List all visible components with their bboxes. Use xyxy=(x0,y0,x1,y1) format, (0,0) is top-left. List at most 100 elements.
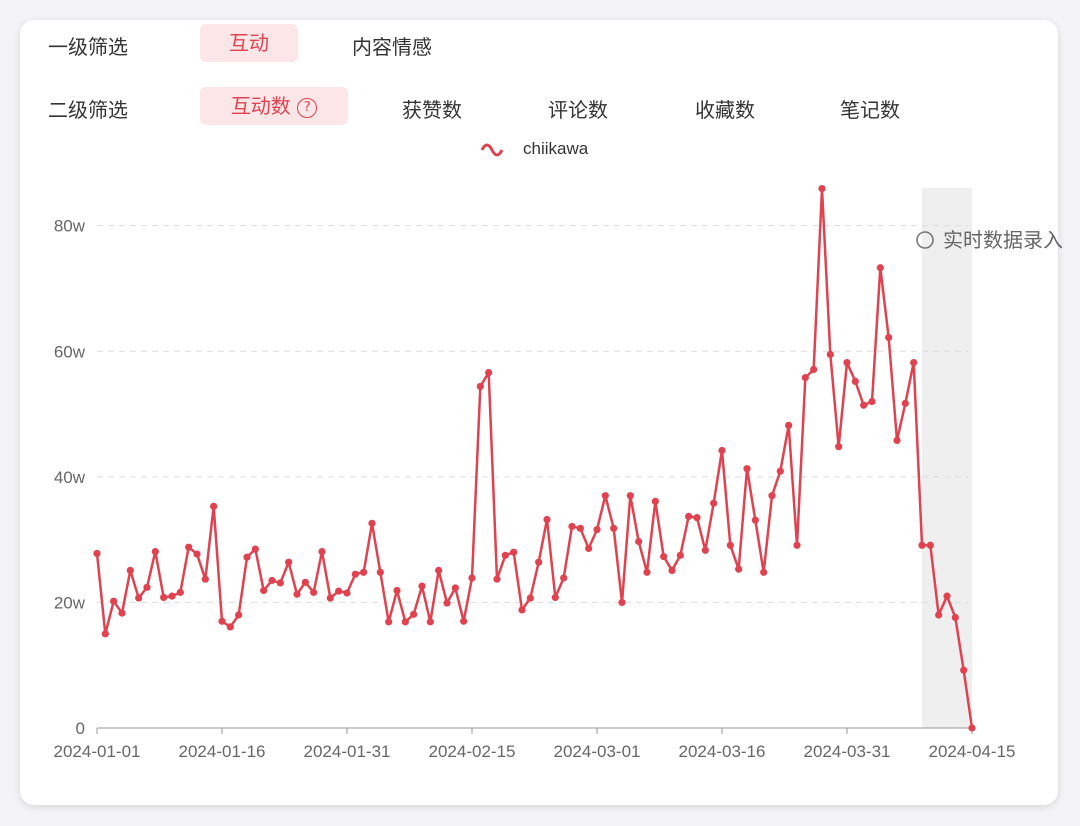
data-point xyxy=(676,551,684,559)
data-point xyxy=(443,599,451,607)
y-tick-label: 80w xyxy=(54,217,86,236)
data-point xyxy=(568,522,576,531)
y-tick-label: 20w xyxy=(54,593,86,612)
data-point xyxy=(701,546,709,554)
filter-option[interactable]: 评论数 xyxy=(548,98,608,122)
help-icon[interactable]: ? xyxy=(297,98,318,118)
card: 一级筛选 互动 内容情感 二级筛选 互动数 ? 获赞数 评论数 收藏数 笔记数 xyxy=(20,20,1058,805)
x-tick-label: 2024-03-16 xyxy=(679,742,766,761)
data-point xyxy=(93,549,101,558)
data-point xyxy=(718,446,726,455)
highlight-band xyxy=(922,188,972,728)
data-point xyxy=(276,579,284,587)
data-point xyxy=(618,598,626,607)
data-point xyxy=(768,492,776,500)
series-line xyxy=(95,187,974,729)
annotation-text: 实时数据录入 xyxy=(943,229,1063,252)
data-point xyxy=(418,582,426,590)
option-text: 互动数 xyxy=(230,94,291,118)
data-point xyxy=(293,590,301,598)
data-point xyxy=(518,606,526,614)
data-point xyxy=(943,592,951,600)
filter-option[interactable]: 笔记数 xyxy=(840,98,900,122)
x-tick-label: 2024-04-15 xyxy=(929,742,1016,761)
data-point xyxy=(160,593,168,601)
filter-option[interactable]: 获赞数 xyxy=(402,98,462,122)
data-point xyxy=(435,566,443,574)
filter-option[interactable]: 收藏数 xyxy=(695,98,755,122)
filter-label: 一级筛选 xyxy=(48,35,128,59)
data-point xyxy=(910,358,918,367)
y-tick-label: 60w xyxy=(54,342,86,361)
data-point xyxy=(693,514,701,522)
data-point xyxy=(643,568,651,576)
data-point xyxy=(576,524,584,532)
data-point xyxy=(593,525,601,534)
data-point xyxy=(168,592,176,600)
data-point xyxy=(201,575,209,583)
data-point xyxy=(635,537,643,546)
data-point xyxy=(360,568,368,576)
data-point xyxy=(926,541,934,549)
data-point xyxy=(560,574,568,582)
data-point xyxy=(485,369,493,377)
data-point xyxy=(235,611,243,619)
data-point xyxy=(385,618,393,626)
data-point xyxy=(668,566,676,574)
data-point xyxy=(651,497,659,505)
filter-option-active[interactable]: 互动数 ? xyxy=(200,87,348,125)
filter-label: 二级筛选 xyxy=(48,98,128,122)
data-point xyxy=(835,443,843,451)
data-point xyxy=(493,575,501,583)
data-point xyxy=(551,593,559,601)
data-point xyxy=(626,492,634,500)
data-point xyxy=(185,543,193,551)
data-point xyxy=(426,618,434,626)
data-point xyxy=(793,541,801,549)
data-point xyxy=(535,558,543,566)
data-point xyxy=(285,558,293,566)
data-point xyxy=(410,610,418,618)
data-point xyxy=(110,597,118,605)
data-point xyxy=(610,524,618,532)
data-point xyxy=(601,492,609,500)
data-point xyxy=(785,421,793,429)
data-point xyxy=(310,588,318,596)
x-tick-label: 2024-01-16 xyxy=(179,742,266,761)
data-point xyxy=(218,617,226,625)
data-point xyxy=(826,350,834,358)
annotation: 实时数据录入 xyxy=(916,229,1063,252)
filter-option[interactable]: 内容情感 xyxy=(352,35,432,59)
filter-option-active[interactable]: 互动 xyxy=(200,24,298,62)
x-tick-label: 2024-03-01 xyxy=(554,742,641,761)
data-point xyxy=(193,550,201,558)
data-point xyxy=(101,630,109,638)
data-point xyxy=(510,548,518,556)
data-point xyxy=(968,724,976,732)
data-point xyxy=(843,358,851,367)
data-point xyxy=(501,551,509,559)
data-point xyxy=(685,512,693,520)
data-point xyxy=(451,584,459,592)
refresh-icon xyxy=(916,231,934,249)
data-point xyxy=(851,377,859,385)
data-point xyxy=(251,545,259,553)
data-point xyxy=(660,552,668,561)
data-point xyxy=(901,399,909,407)
data-point xyxy=(876,264,884,272)
data-point xyxy=(810,365,818,374)
legend-icon xyxy=(480,143,504,157)
data-point xyxy=(751,516,759,524)
data-point xyxy=(526,594,534,602)
data-point xyxy=(151,547,159,556)
data-point xyxy=(326,594,334,602)
data-point xyxy=(318,547,326,556)
x-tick-label: 2024-01-31 xyxy=(304,742,391,761)
data-point xyxy=(585,544,593,553)
data-point xyxy=(210,502,218,510)
data-point xyxy=(893,436,901,445)
data-point xyxy=(885,333,893,342)
x-tick-label: 2024-03-31 xyxy=(804,742,891,761)
